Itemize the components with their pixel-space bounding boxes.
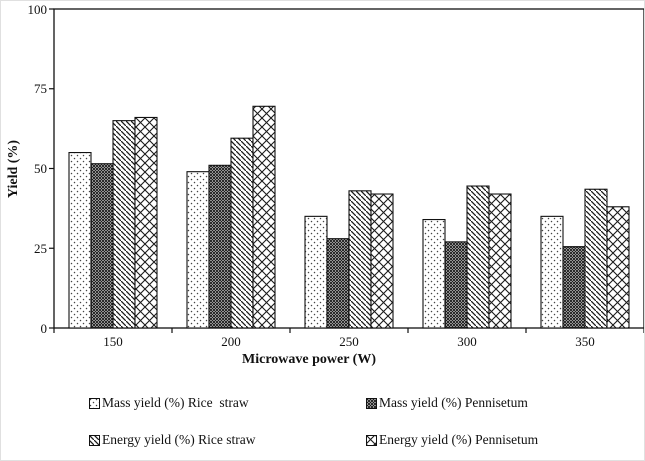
legend-label: Energy yield (%) Pennisetum <box>379 432 539 447</box>
bar-diagonal-stripes-300W <box>466 185 490 329</box>
legend-item: Mass yield (%) Rice straw <box>89 395 366 411</box>
x-tick-label: 200 <box>221 334 241 349</box>
legend-swatch <box>366 397 377 409</box>
x-tick-label: 150 <box>103 334 123 349</box>
plot-area <box>49 8 644 333</box>
bar-dense-crosshatch-150W <box>90 163 114 329</box>
bar-dots-300W <box>422 218 446 329</box>
x-tick-label: 300 <box>457 334 477 349</box>
legend-item: Energy yield (%) Rice straw <box>89 432 366 448</box>
bar-dense-crosshatch-350W <box>562 246 586 329</box>
bar-diagonal-stripes-150W <box>112 120 136 329</box>
diamond-crosshatch-legend-swatch-icon <box>366 434 377 446</box>
y-tick-label: 75 <box>34 81 47 97</box>
y-tick-label: 25 <box>34 240 47 256</box>
bar-diamond-crosshatch-250W <box>370 193 394 329</box>
bars-group <box>68 105 630 329</box>
bar-diagonal-stripes-200W <box>230 137 254 329</box>
legend-swatch <box>89 434 100 446</box>
bar-diamond-crosshatch-350W <box>606 206 630 329</box>
bar-dots-150W <box>68 152 92 329</box>
bar-diamond-crosshatch-150W <box>134 116 158 329</box>
legend-label: Mass yield (%) Pennisetum <box>379 395 528 410</box>
legend-label: Mass yield (%) Rice straw <box>102 395 249 410</box>
bar-dots-350W <box>540 215 564 329</box>
x-axis-title: Microwave power (W) <box>242 352 376 367</box>
legend-item: Mass yield (%) Pennisetum <box>366 395 538 411</box>
bar-dots-200W <box>186 171 210 329</box>
bar-dense-crosshatch-200W <box>208 164 232 329</box>
legend-label: Energy yield (%) Rice straw <box>102 432 256 447</box>
y-axis-title: Yield (%) <box>6 139 21 199</box>
legend-swatch <box>366 434 377 446</box>
x-tick-label: 350 <box>575 334 595 349</box>
y-tick-label: 50 <box>34 161 47 176</box>
x-tick-label: 250 <box>339 334 359 349</box>
bar-diagonal-stripes-350W <box>584 188 608 329</box>
legend-swatch <box>89 397 100 409</box>
dots-legend-swatch-icon <box>89 397 100 409</box>
bar-diamond-crosshatch-200W <box>252 105 276 329</box>
bar-dots-250W <box>304 215 328 329</box>
legend-item: Energy yield (%) Pennisetum <box>366 432 538 448</box>
dense-crosshatch-legend-swatch-icon <box>366 397 377 409</box>
legend: Mass yield (%) Rice straw Mass yield (%) … <box>89 395 538 448</box>
bar-dense-crosshatch-250W <box>326 238 350 329</box>
bar-diamond-crosshatch-300W <box>488 193 512 329</box>
bar-diagonal-stripes-250W <box>348 190 372 329</box>
diagonal-stripes-legend-swatch-icon <box>89 434 100 446</box>
y-tick-label: 100 <box>27 1 48 17</box>
y-tick-label: 0 <box>40 320 48 336</box>
bar-dense-crosshatch-300W <box>444 241 468 329</box>
